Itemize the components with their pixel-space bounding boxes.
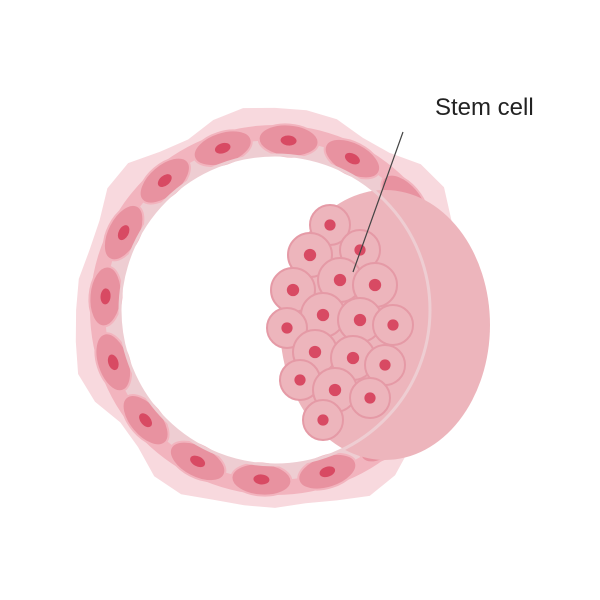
stem-cell-nucleus	[317, 309, 329, 321]
stem-cell-nucleus	[317, 414, 328, 425]
stem-cell-nucleus	[354, 314, 366, 326]
stem-cell-nucleus	[294, 374, 305, 385]
diagram-svg: Stem cell	[0, 0, 600, 600]
stem-cell-nucleus	[329, 384, 341, 396]
stem-cell-nucleus	[287, 284, 299, 296]
stem-cell-label: Stem cell	[435, 94, 534, 121]
stem-cell-nucleus	[364, 392, 375, 403]
stem-cell-nucleus	[324, 219, 335, 230]
stem-cell-nucleus	[387, 319, 398, 330]
stem-cell-nucleus	[281, 322, 292, 333]
stem-cell-diagram: Stem cell	[0, 0, 600, 600]
stem-cell-nucleus	[309, 346, 321, 358]
stem-cell-nucleus	[347, 352, 359, 364]
stem-cell-nucleus	[379, 359, 390, 370]
stem-cell-nucleus	[369, 279, 381, 291]
stem-cell-nucleus	[334, 274, 346, 286]
stem-cell-nucleus	[304, 249, 316, 261]
